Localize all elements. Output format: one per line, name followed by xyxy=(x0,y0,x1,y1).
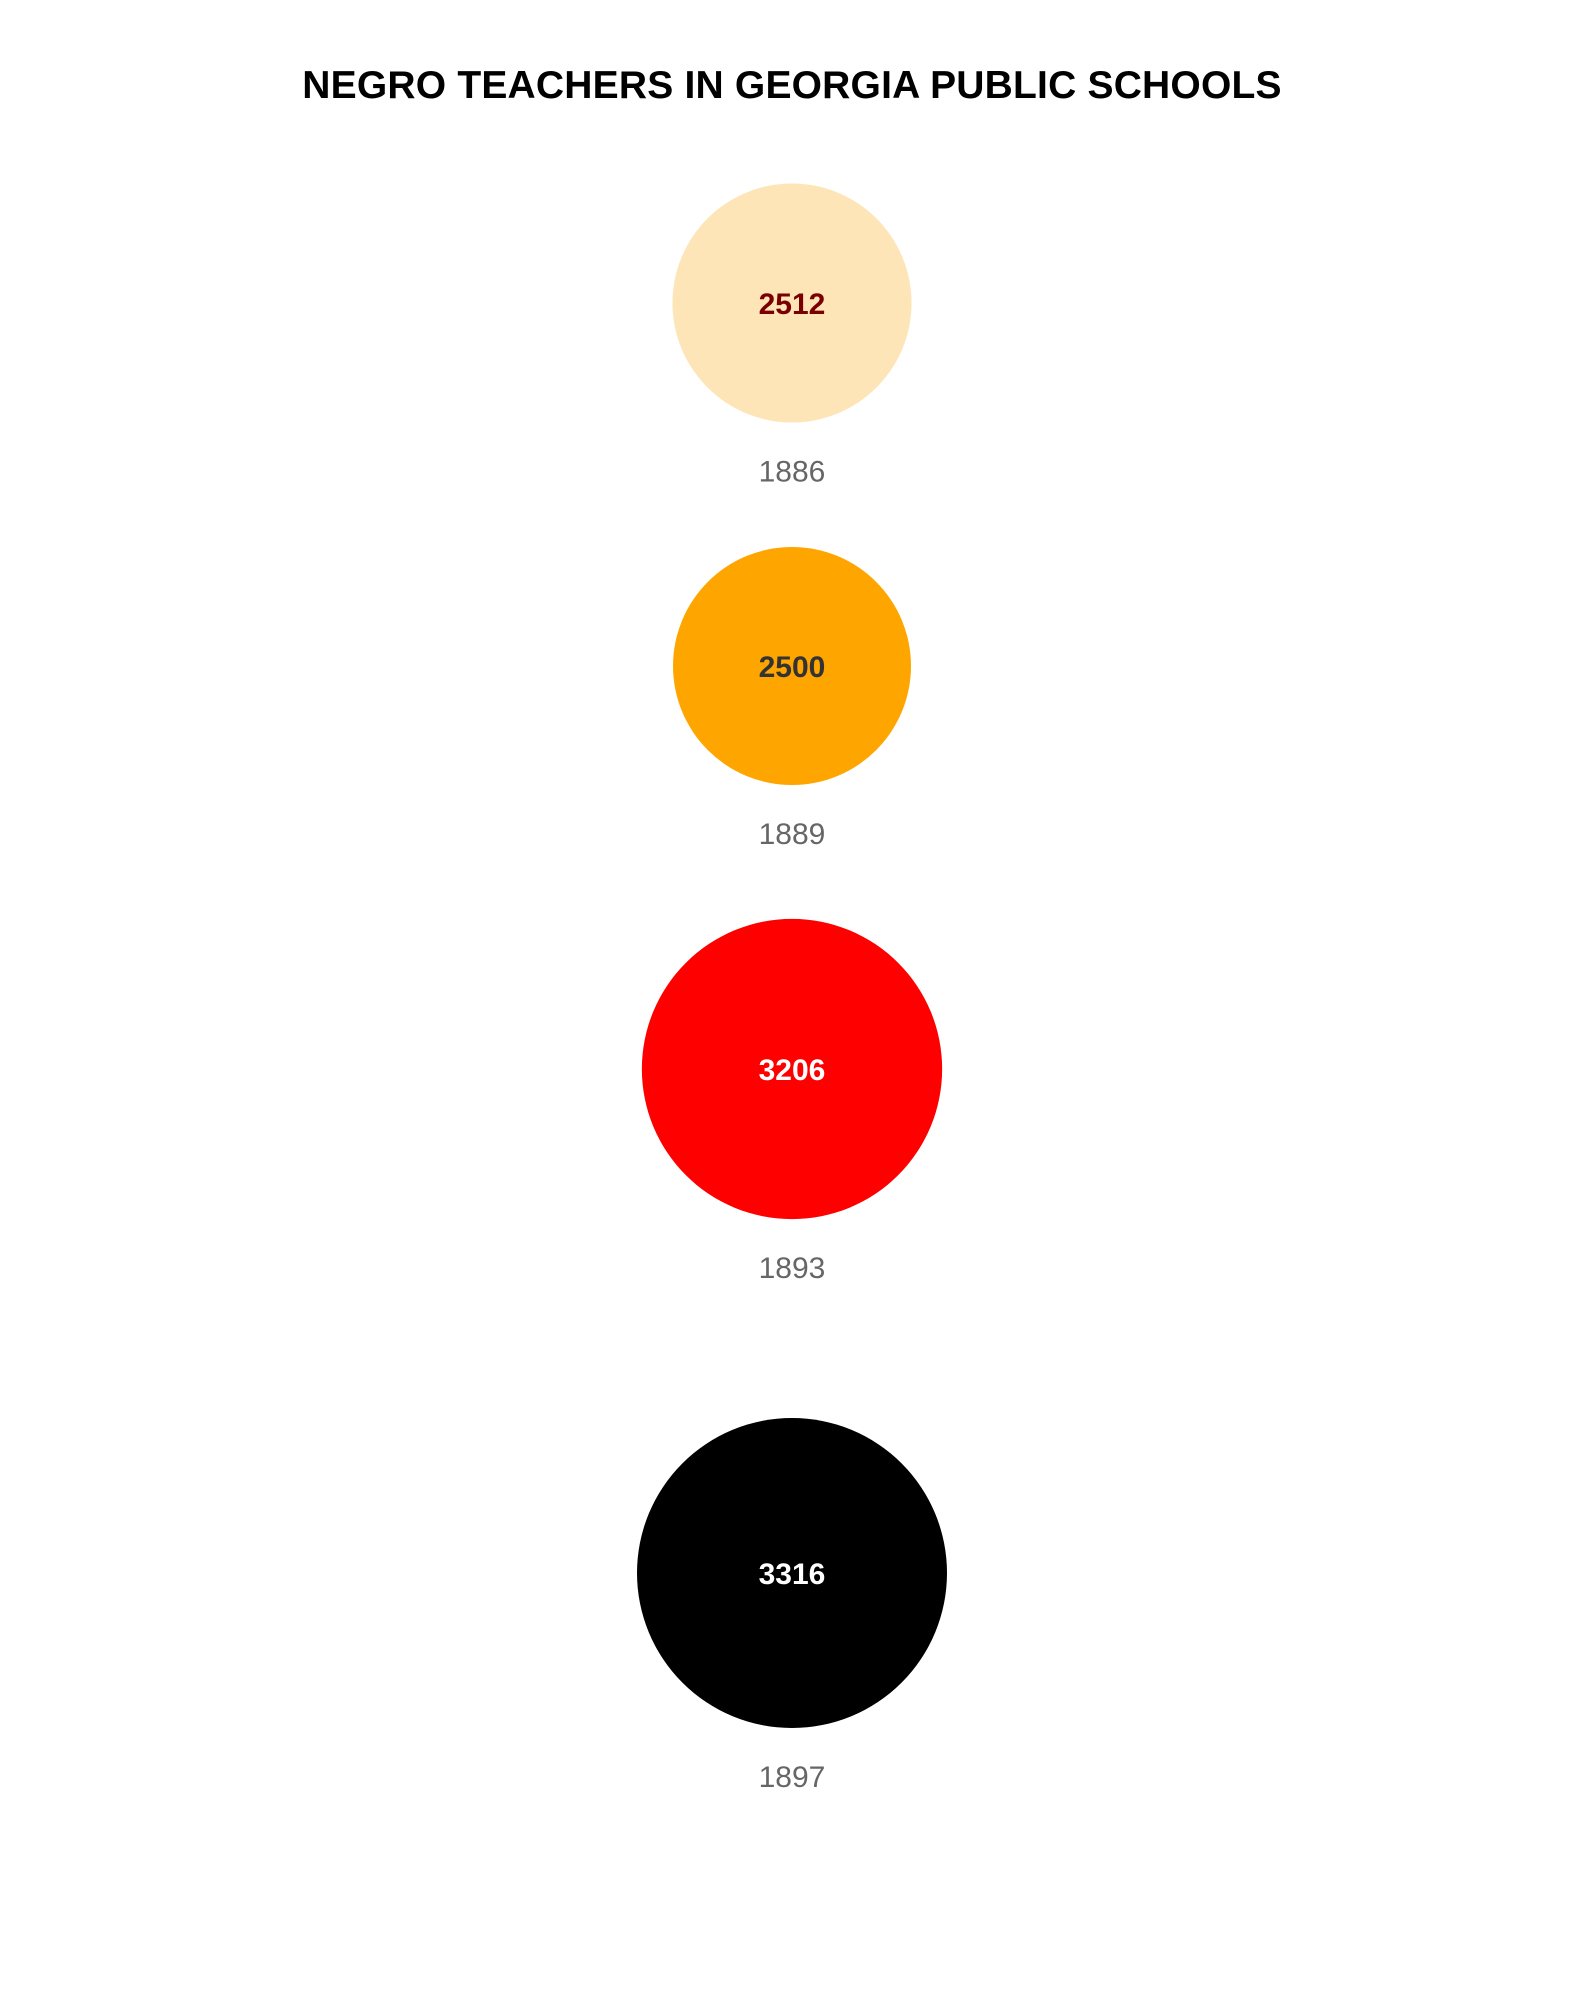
year-label-1893: 1893 xyxy=(759,1252,826,1285)
year-label-1886: 1886 xyxy=(759,456,826,489)
bubble-1886 xyxy=(672,183,912,423)
value-label-1893: 3206 xyxy=(759,1054,826,1087)
year-label-1897: 1897 xyxy=(759,1761,826,1794)
value-label-1897: 3316 xyxy=(759,1558,826,1591)
bubble-1893 xyxy=(641,918,943,1220)
value-label-1889: 2500 xyxy=(759,651,826,684)
bubble-1889 xyxy=(673,547,911,785)
bubbles-group: 2512 1886 2500 1889 3206 1893 3316 1897 xyxy=(637,183,947,1794)
value-label-1886: 2512 xyxy=(759,288,826,321)
chart-title: NEGRO TEACHERS IN GEORGIA PUBLIC SCHOOLS xyxy=(302,64,1282,107)
bubble-1897 xyxy=(637,1418,947,1728)
year-label-1889: 1889 xyxy=(759,818,826,851)
